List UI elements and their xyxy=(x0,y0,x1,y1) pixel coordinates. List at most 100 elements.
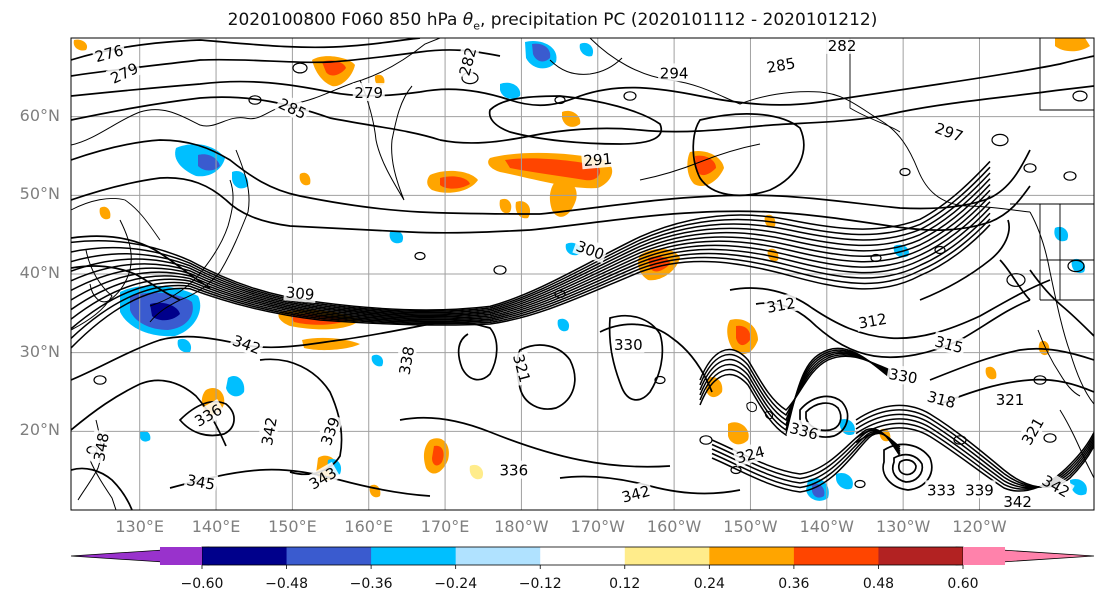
contour-label-halo xyxy=(786,417,822,444)
contour-line xyxy=(71,235,211,289)
precip-patch xyxy=(73,39,88,51)
coastline-korea xyxy=(89,219,132,303)
contour-line xyxy=(178,400,235,437)
colorbar-segment xyxy=(455,547,541,565)
longitude-label: 140°W xyxy=(799,517,854,536)
contour-label-halo xyxy=(315,412,344,450)
precip-patch xyxy=(139,430,151,442)
border-russia-china xyxy=(71,198,161,241)
contour-label-halo xyxy=(88,429,113,465)
contour-label-halo xyxy=(925,480,958,499)
title-prefix: 2020100800 F060 850 hPa xyxy=(227,10,463,30)
contour-label: 345 xyxy=(183,469,219,494)
border-us-states xyxy=(1039,204,1094,301)
precip-patch xyxy=(177,338,192,353)
precip-patch xyxy=(322,60,346,76)
contour-label-text: 336 xyxy=(499,462,528,480)
contour-label-halo xyxy=(963,480,996,499)
contour-line xyxy=(71,172,991,314)
precip-patch xyxy=(1070,478,1087,496)
contour-label: 279 xyxy=(352,83,385,102)
contour-label-text: 321 xyxy=(996,391,1025,409)
contour-line xyxy=(71,166,991,312)
contour-blob xyxy=(623,91,637,101)
coastline-sakhalin-japan xyxy=(149,149,250,323)
contour-label-halo xyxy=(283,282,317,304)
contour-line xyxy=(71,212,991,330)
contour-label-halo xyxy=(617,480,654,507)
contour-label: 330 xyxy=(612,334,645,354)
contour-line xyxy=(419,55,1094,107)
contour-blob xyxy=(1067,259,1085,273)
contour-label-halo xyxy=(274,92,312,123)
longitude-label: 160°E xyxy=(344,517,394,536)
contour-label: 285 xyxy=(763,52,799,77)
contour-blob xyxy=(654,375,666,385)
contour-label-text: 339 xyxy=(965,481,994,499)
contour-label: 309 xyxy=(283,282,317,304)
contour-line xyxy=(855,404,1094,488)
colorbar-tick-label: −0.12 xyxy=(518,576,562,592)
precip-patch xyxy=(302,337,360,351)
contour-label-text: 285 xyxy=(765,54,796,77)
contour-line xyxy=(71,49,501,77)
contour-label-halo xyxy=(454,43,480,80)
contour-label-halo xyxy=(91,39,127,66)
precip-patch xyxy=(579,42,594,57)
contour-line xyxy=(71,178,991,315)
colorbar-segment xyxy=(540,547,626,565)
contour-label-halo xyxy=(855,308,890,332)
precip-patch xyxy=(1055,38,1090,52)
precip-patch xyxy=(440,176,470,189)
contour-line xyxy=(699,347,891,437)
contour-line xyxy=(891,453,924,483)
contour-label-text: 294 xyxy=(660,64,689,82)
contour-label-halo xyxy=(1001,492,1034,510)
colorbar-segment xyxy=(963,547,1005,565)
contour-label-halo xyxy=(885,363,921,387)
small-contour-features xyxy=(86,62,1088,489)
colorbar-tick-label: −0.60 xyxy=(180,576,224,592)
contour-blob xyxy=(730,465,742,475)
contour-line xyxy=(919,219,1010,301)
contour-label-text: 345 xyxy=(185,471,216,494)
contour-label-halo xyxy=(732,441,768,467)
contour-label-halo xyxy=(304,461,341,494)
longitude-label: 180°W xyxy=(494,517,549,536)
contour-label-halo xyxy=(763,292,799,317)
contour-label: 312 xyxy=(855,308,890,333)
contour-blob xyxy=(93,375,107,385)
colorbar-tick-label: 0.24 xyxy=(693,576,725,592)
contour-line xyxy=(71,207,991,322)
precip-patch xyxy=(728,422,749,445)
latitude-label: 20°N xyxy=(19,420,60,440)
longitude-label: 120°W xyxy=(952,517,1007,536)
precip-patch xyxy=(505,158,601,181)
coastline-alaska-peninsula xyxy=(639,143,761,181)
map-frame xyxy=(70,37,1095,511)
colorbar-tick-label: 0.48 xyxy=(862,576,895,592)
contour-label-halo xyxy=(931,117,968,146)
colorbar-tick-label: −0.24 xyxy=(434,576,478,592)
contour-line xyxy=(71,176,531,234)
contour-line xyxy=(999,259,1094,337)
southern-contour-band xyxy=(855,404,1094,492)
contour-label-halo xyxy=(994,389,1027,408)
precip-patch xyxy=(1038,340,1050,356)
contour-blob xyxy=(699,435,713,445)
contour-blob xyxy=(554,289,566,299)
precip-patch xyxy=(232,170,249,189)
contour-label: 342 xyxy=(1001,492,1034,510)
contour-label-halo xyxy=(931,330,967,357)
coastline-baja xyxy=(1037,329,1081,397)
contour-label-halo xyxy=(189,398,227,431)
contour-label-text: 338 xyxy=(396,345,419,376)
contour-line xyxy=(71,201,991,321)
contour-blob xyxy=(1023,163,1037,173)
contour-label: 321 xyxy=(994,389,1027,409)
precip-patch xyxy=(299,172,311,186)
contour-line xyxy=(699,348,891,411)
contour-label: 282 xyxy=(826,38,859,55)
